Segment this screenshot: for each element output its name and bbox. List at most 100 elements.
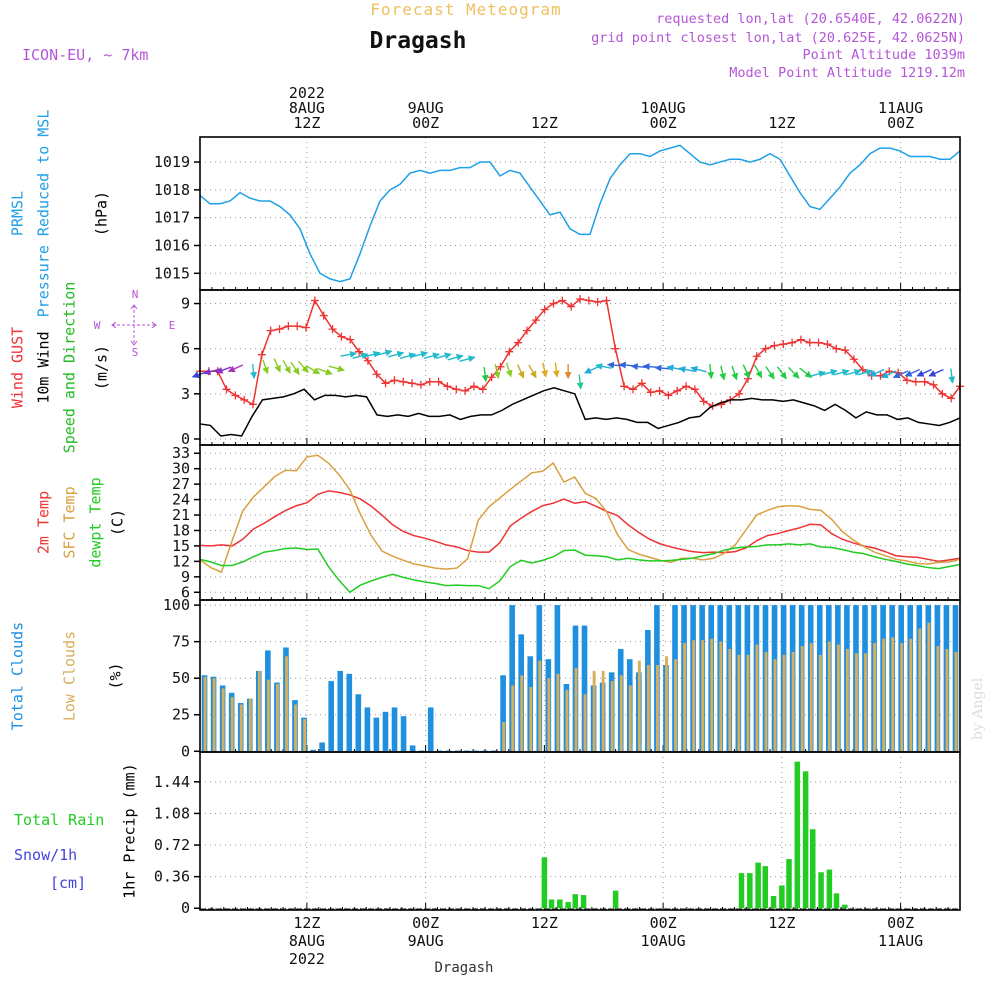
time-label-bottom: 00Z xyxy=(887,914,914,932)
prmsl-line xyxy=(199,144,961,283)
gust-marker xyxy=(425,377,434,386)
gust-marker xyxy=(761,344,770,353)
gust-marker xyxy=(531,316,540,325)
sfc-temp-line xyxy=(199,454,961,574)
y-tick-label: 1019 xyxy=(154,153,190,171)
total-clouds-bar xyxy=(482,750,488,752)
wind-direction-arrow xyxy=(481,367,489,383)
low-clouds-bar xyxy=(719,641,723,752)
total-clouds-bar xyxy=(473,750,479,752)
time-label-top: 11AUG xyxy=(878,99,923,117)
gust-marker xyxy=(779,340,788,349)
wind-direction-arrow xyxy=(317,367,333,376)
gust-marker xyxy=(682,382,691,391)
rain-bar xyxy=(580,895,587,909)
wind-direction-arrow xyxy=(753,364,763,379)
total-clouds-bar xyxy=(373,717,380,752)
gust-marker xyxy=(567,302,576,311)
snow-legend: Snow/1h xyxy=(14,846,77,864)
gust-marker xyxy=(302,323,311,332)
gust-marker xyxy=(849,355,858,364)
gust-marker xyxy=(222,385,231,394)
low-clouds-bar xyxy=(882,638,886,752)
rain-bar xyxy=(833,893,840,909)
low-clouds-bar xyxy=(701,640,705,752)
wind-direction-arrow xyxy=(928,368,944,377)
total-clouds-bar xyxy=(355,694,362,752)
total-clouds-bar xyxy=(509,605,515,752)
time-label-top: 00Z xyxy=(887,114,914,132)
wind-direction-arrow xyxy=(297,360,309,373)
low-clouds-bar xyxy=(303,719,307,752)
y-tick-label: 27 xyxy=(172,475,190,493)
wind-direction-arrow xyxy=(833,368,850,376)
wind-direction-arrow xyxy=(459,355,476,363)
rain-bar xyxy=(572,894,578,909)
y-tick-label: 1015 xyxy=(154,264,190,282)
gust-marker xyxy=(947,394,956,403)
y-tick-label: 25 xyxy=(172,706,190,724)
panel-axis-label: Pressure Reduced to MSL xyxy=(35,110,53,318)
compass-letter: W xyxy=(94,319,101,332)
gust-marker xyxy=(522,326,531,335)
panel-axis-label: Wind GUST xyxy=(9,327,27,408)
rain-bar xyxy=(842,904,848,909)
rain-bar xyxy=(541,857,548,909)
time-label-top: 9AUG xyxy=(408,99,444,117)
gust-marker xyxy=(505,347,514,356)
pressure-panel: 1015 1016 1017 1018 1019 PRMSL Pressure Reduce… xyxy=(9,110,961,318)
low-clouds-bar xyxy=(737,654,741,752)
rain-bar xyxy=(810,829,816,909)
gust-marker xyxy=(558,296,567,305)
y-tick-label: 33 xyxy=(172,444,190,462)
wind-direction-arrow xyxy=(505,362,513,378)
total-clouds-bar xyxy=(391,707,398,752)
total-clouds-bar xyxy=(436,750,443,752)
wind-direction-arrow xyxy=(541,362,548,378)
compass-letter: S xyxy=(132,346,139,359)
gust-marker xyxy=(434,377,443,386)
time-label-top: 12Z xyxy=(293,114,320,132)
panel-axis-label: dewpt Temp xyxy=(87,477,105,567)
10m-wind-line xyxy=(199,387,961,437)
model-label: ICON-EU, ~ 7km xyxy=(22,46,148,64)
wind-direction-arrow xyxy=(447,353,464,361)
wind-direction-arrow xyxy=(576,374,584,390)
forecast-title: Forecast Meteogram xyxy=(370,0,561,19)
gust-marker xyxy=(690,385,699,394)
gust-marker xyxy=(381,379,390,388)
wind-direction-arrow xyxy=(376,349,393,357)
low-clouds-bar xyxy=(683,643,687,752)
y-tick-label: 15 xyxy=(172,537,190,555)
y-tick-label: 18 xyxy=(172,521,190,539)
low-clouds-bar xyxy=(212,678,216,752)
2m-temp-line xyxy=(199,490,961,563)
gust-marker xyxy=(832,344,841,353)
wind-direction-arrow xyxy=(916,368,932,377)
rain-bar xyxy=(770,895,777,909)
wind-direction-arrow xyxy=(435,352,452,360)
gust-marker xyxy=(275,325,284,334)
total-clouds-bar xyxy=(464,750,470,752)
compass-letter: E xyxy=(169,319,176,332)
gust-marker xyxy=(337,332,346,341)
gust-marker xyxy=(735,389,744,398)
time-label-bottom: 11AUG xyxy=(878,932,923,950)
gust-marker xyxy=(637,379,646,388)
y-tick-label: 1016 xyxy=(154,236,190,254)
gust-marker xyxy=(231,391,240,400)
gust-marker xyxy=(814,338,823,347)
rain-bar xyxy=(818,872,824,909)
panel-axis-label: 2m Temp xyxy=(35,491,53,554)
point-altitude: Point Altitude 1039m xyxy=(802,47,965,63)
total-clouds-bar xyxy=(400,716,407,752)
rain-bar xyxy=(802,771,809,909)
gust-marker xyxy=(540,305,549,314)
low-clouds-bar xyxy=(836,644,840,752)
gust-marker xyxy=(629,385,638,394)
rain-bar xyxy=(612,890,619,909)
gust-marker xyxy=(602,296,611,305)
gust-marker xyxy=(584,296,593,305)
